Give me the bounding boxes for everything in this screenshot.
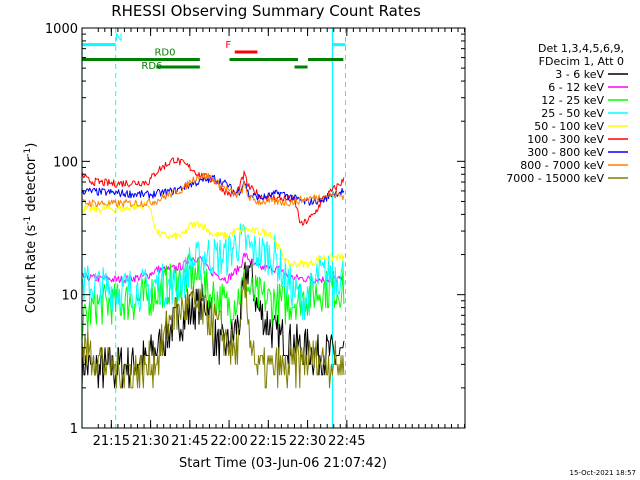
annotation-label-0: N <box>115 33 122 44</box>
series-line-4 <box>82 201 345 269</box>
series-layer <box>82 157 345 389</box>
plot-frame <box>81 27 466 429</box>
legend-entry-label: 100 - 300 keV <box>527 133 604 146</box>
legend: Det 1,3,4,5,6,9,FDecim 1, Att 03 - 6 keV… <box>506 42 628 185</box>
legend-entry-label: 12 - 25 keV <box>541 94 604 107</box>
y-tick-label: 1 <box>70 422 78 437</box>
legend-entry-label: 3 - 6 keV <box>555 68 604 81</box>
series-line-6 <box>82 174 345 206</box>
y-tick-label: 10 <box>61 289 78 304</box>
axes: 21:15 21:30 21:45 22:00 22:15 22:30 22:45 1 10 10… <box>45 22 466 449</box>
legend-entry-label: 50 - 100 keV <box>534 120 604 133</box>
x-tick-label: 21:45 <box>171 434 208 449</box>
y-tick-label: 1000 <box>45 22 78 37</box>
y-tick-label: 100 <box>53 155 78 170</box>
x-tick-label: 22:15 <box>250 434 287 449</box>
x-tick-label: 21:15 <box>93 434 130 449</box>
legend-header-line: FDecim 1, Att 0 <box>539 55 624 68</box>
legend-entry-label: 6 - 12 keV <box>548 81 604 94</box>
y-axis-label: Count Rate (s-1 detector-1) <box>23 143 39 314</box>
legend-entry-label: 7000 - 15000 keV <box>506 172 604 185</box>
annotation-label-2: RD6 <box>141 61 162 72</box>
legend-entry-label: 800 - 7000 keV <box>520 159 604 172</box>
x-tick-label: 22:45 <box>328 434 365 449</box>
legend-entry-label: 25 - 50 keV <box>541 107 604 120</box>
series-line-7 <box>82 172 345 208</box>
timestamp-footer: 15-Oct-2021 18:57 <box>570 469 636 477</box>
series-line-8 <box>82 272 345 389</box>
x-tick-label: 22:30 <box>289 434 326 449</box>
legend-entry-label: 300 - 800 keV <box>527 146 604 159</box>
legend-header-line: Det 1,3,4,5,6,9, <box>538 42 624 55</box>
state-annotations: N RD0 RD6 F <box>82 33 346 72</box>
x-axis-label: Start Time (03-Jun-06 21:07:42) <box>179 456 387 471</box>
series-line-3 <box>82 223 345 321</box>
chart-title: RHESSI Observing Summary Count Rates <box>111 2 421 20</box>
x-tick-label: 21:30 <box>132 434 169 449</box>
x-tick-label: 22:00 <box>210 434 247 449</box>
annotation-label-1: RD0 <box>154 48 175 59</box>
annotation-label-3: F <box>225 40 231 51</box>
